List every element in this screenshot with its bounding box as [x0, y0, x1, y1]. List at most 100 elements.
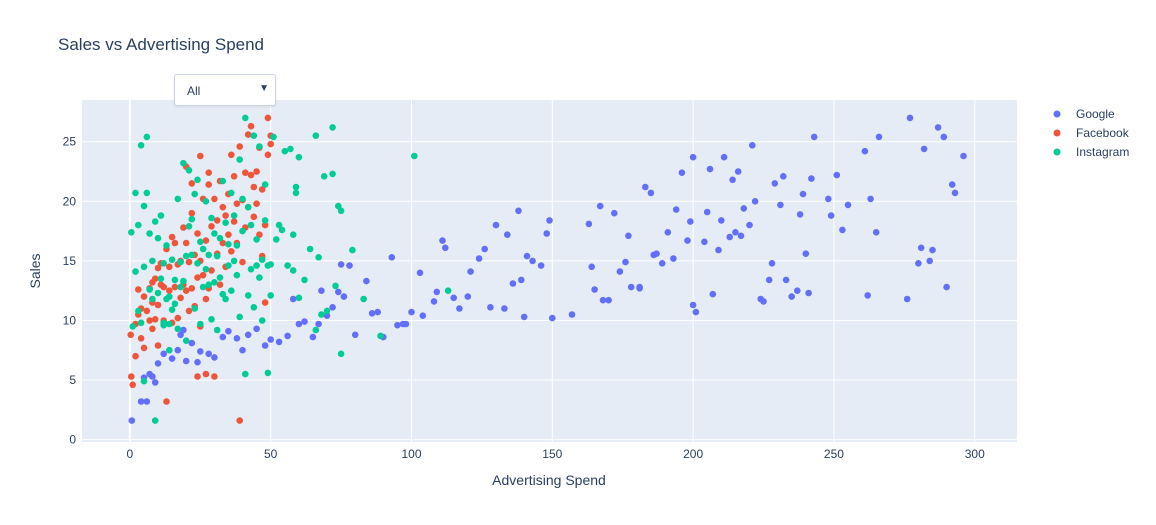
- data-point: [360, 295, 367, 303]
- data-point: [143, 189, 151, 197]
- legend-item-google[interactable]: Google: [1053, 107, 1116, 121]
- data-point: [177, 283, 184, 291]
- data-point: [128, 373, 135, 380]
- series-filter-dropdown[interactable]: All ▼: [174, 74, 276, 106]
- data-point: [154, 342, 162, 349]
- legend-label: Google: [1076, 107, 1115, 121]
- data-point: [185, 307, 193, 315]
- data-point: [520, 313, 528, 321]
- data-point: [647, 189, 655, 197]
- legend-marker: [1053, 148, 1061, 156]
- data-point: [166, 263, 173, 271]
- data-point: [188, 285, 196, 292]
- data-point: [312, 326, 320, 334]
- data-point: [934, 124, 942, 131]
- data-point: [948, 181, 956, 188]
- data-point: [213, 252, 221, 260]
- data-point: [253, 236, 260, 243]
- legend-label: Facebook: [1076, 126, 1130, 140]
- data-point: [261, 342, 269, 349]
- data-point: [225, 327, 232, 335]
- data-point: [149, 295, 156, 303]
- data-point: [233, 200, 241, 207]
- data-point: [515, 207, 522, 215]
- data-point: [692, 308, 700, 316]
- data-point: [128, 229, 135, 236]
- series-google: [128, 114, 967, 424]
- data-point: [154, 289, 162, 297]
- data-point: [951, 189, 959, 197]
- data-point: [166, 320, 173, 328]
- data-point: [261, 221, 269, 229]
- data-point: [166, 287, 173, 295]
- data-point: [135, 286, 142, 293]
- data-point: [627, 283, 635, 291]
- data-point: [194, 358, 201, 366]
- data-point: [315, 253, 322, 261]
- data-point: [402, 320, 410, 328]
- data-point: [230, 212, 238, 219]
- legend-label: Instagram: [1076, 145, 1129, 159]
- data-point: [771, 180, 779, 187]
- data-point: [267, 292, 275, 299]
- data-point: [236, 313, 243, 321]
- x-tick-label: 100: [401, 447, 421, 461]
- data-point: [157, 212, 165, 219]
- data-point: [788, 293, 795, 300]
- grid-lines: [82, 100, 1017, 442]
- data-point: [568, 311, 576, 318]
- data-point: [258, 256, 266, 264]
- data-point: [247, 171, 255, 179]
- data-point: [128, 417, 136, 424]
- data-point: [166, 293, 173, 300]
- data-point: [180, 159, 187, 167]
- data-point: [368, 310, 376, 317]
- data-point: [168, 355, 176, 362]
- series-instagram: [128, 114, 452, 424]
- x-axis-label: Advertising Spend: [492, 472, 606, 488]
- data-point: [180, 326, 187, 334]
- data-point: [228, 151, 235, 159]
- legend-item-facebook[interactable]: Facebook: [1053, 126, 1130, 140]
- data-point: [509, 280, 517, 287]
- data-point: [208, 267, 215, 274]
- y-tick-label: 15: [63, 254, 77, 268]
- data-point: [219, 177, 227, 185]
- data-point: [182, 287, 190, 295]
- data-point: [180, 277, 187, 285]
- data-point: [289, 267, 297, 274]
- data-point: [239, 227, 246, 235]
- data-point: [844, 201, 852, 209]
- legend[interactable]: Google Facebook Instagram: [1053, 107, 1130, 159]
- data-point: [867, 195, 874, 203]
- data-point: [596, 202, 604, 210]
- data-point: [875, 133, 883, 141]
- data-point: [197, 238, 204, 246]
- data-point: [236, 156, 243, 163]
- legend-item-instagram[interactable]: Instagram: [1053, 145, 1130, 159]
- data-point: [194, 274, 201, 281]
- data-point: [794, 287, 801, 295]
- data-point: [202, 370, 210, 378]
- data-point: [250, 304, 258, 311]
- data-point: [140, 293, 148, 300]
- data-point: [146, 286, 153, 293]
- data-point: [140, 377, 148, 385]
- y-tick-label: 5: [69, 373, 76, 387]
- plot-area: [82, 100, 1017, 442]
- data-point: [335, 288, 342, 296]
- data-point: [140, 344, 148, 352]
- data-point: [450, 294, 458, 302]
- data-point: [284, 332, 291, 340]
- data-point: [411, 152, 418, 160]
- data-point: [171, 276, 179, 284]
- data-point: [154, 360, 162, 367]
- data-point: [146, 317, 153, 324]
- data-point: [211, 279, 218, 286]
- caret-down-icon: ▼: [259, 83, 269, 94]
- data-point: [329, 304, 336, 311]
- data-point: [247, 221, 255, 229]
- data-point: [137, 319, 145, 327]
- data-point: [202, 295, 210, 303]
- data-point: [718, 217, 725, 224]
